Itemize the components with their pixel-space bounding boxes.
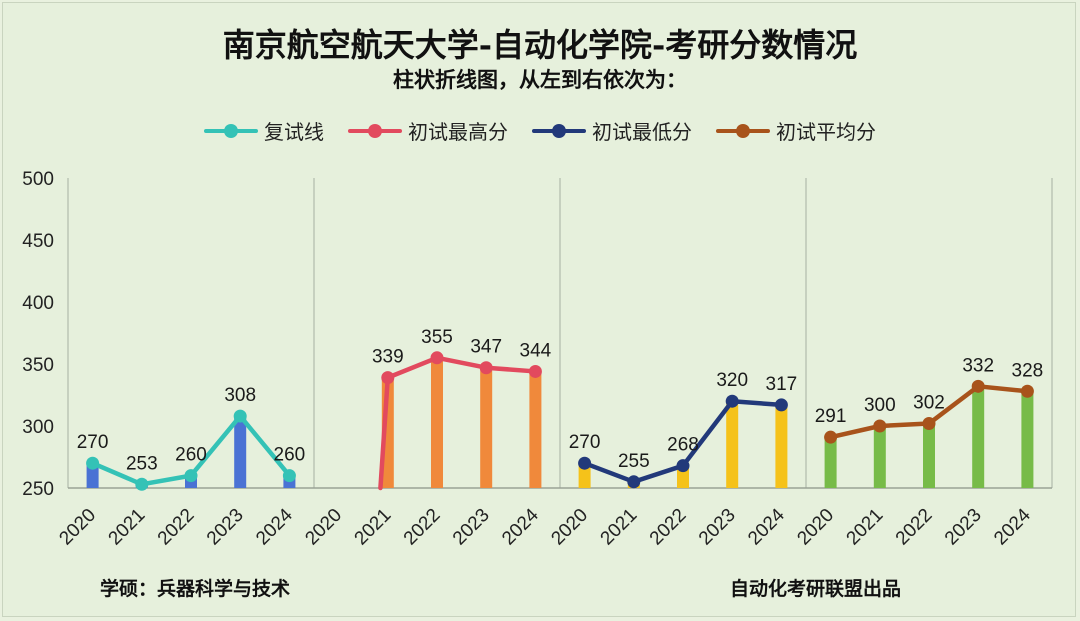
- data-label: 332: [962, 355, 994, 376]
- bar: [873, 426, 886, 488]
- x-tick-label: 2023: [449, 505, 494, 550]
- x-tick-label: 2021: [843, 505, 888, 550]
- legend-swatch-max-score: [348, 123, 402, 138]
- data-label: 308: [224, 385, 256, 406]
- data-point: [528, 364, 542, 378]
- x-tick-label: 2022: [892, 505, 937, 550]
- data-point: [578, 456, 592, 470]
- data-point: [676, 459, 690, 473]
- data-point: [774, 398, 788, 412]
- data-label: 268: [667, 435, 699, 456]
- x-tick-label: 2024: [990, 504, 1035, 549]
- x-tick-label: 2024: [252, 504, 297, 549]
- x-tick-label: 2022: [400, 505, 445, 550]
- data-point: [627, 475, 641, 489]
- legend-label-min-score: 初试最低分: [592, 120, 692, 144]
- data-point: [430, 351, 444, 365]
- x-tick-label: 2023: [695, 505, 740, 550]
- data-label: 344: [520, 340, 552, 361]
- bar: [234, 416, 247, 488]
- x-tick-label: 2020: [547, 505, 592, 550]
- x-tick-label: 2020: [793, 505, 838, 550]
- data-label: 270: [569, 432, 601, 453]
- x-tick-label: 2024: [498, 504, 543, 549]
- data-label: 339: [372, 347, 404, 368]
- data-point: [1020, 384, 1034, 398]
- data-point: [86, 456, 100, 470]
- y-tick-label: 500: [22, 169, 54, 190]
- data-point: [824, 430, 838, 444]
- series-line: [378, 355, 538, 491]
- data-label: 300: [864, 395, 896, 416]
- legend-label-avg-score: 初试平均分: [776, 120, 876, 144]
- y-tick-label: 300: [22, 417, 54, 438]
- bar: [923, 423, 935, 488]
- data-point: [135, 477, 149, 491]
- bar: [726, 401, 739, 488]
- x-tick-label: 2023: [941, 505, 986, 550]
- legend-swatch-avg-score: [716, 123, 770, 138]
- legend-item-avg-score: 初试平均分: [716, 116, 876, 145]
- data-point: [725, 394, 739, 408]
- x-tick-label: 2022: [646, 505, 691, 550]
- legend-item-min-score: 初试最低分: [532, 116, 692, 145]
- data-label: 255: [618, 451, 650, 472]
- data-label: 317: [766, 374, 798, 395]
- y-tick-label: 450: [22, 231, 54, 252]
- legend-item-retest-line: 复试线: [204, 116, 324, 145]
- data-label: 260: [175, 445, 207, 466]
- data-point: [873, 419, 887, 433]
- y-tick-label: 250: [22, 479, 54, 500]
- y-tick-label: 400: [22, 293, 54, 314]
- x-tick-label: 2022: [154, 505, 199, 550]
- bar: [529, 371, 542, 488]
- bar: [578, 463, 591, 488]
- data-label: 328: [1012, 360, 1044, 381]
- data-label: 355: [421, 327, 453, 348]
- data-point: [184, 469, 198, 483]
- x-tick-label: 2021: [597, 505, 642, 550]
- footer-credit: 自动化考研联盟出品: [730, 578, 902, 600]
- bar: [480, 367, 493, 488]
- x-tick-label: 2024: [744, 504, 789, 549]
- data-point: [381, 371, 395, 385]
- chart-title: 南京航空航天大学-自动化学院-考研分数情况: [222, 26, 858, 64]
- x-tick-label: 2021: [351, 505, 396, 550]
- data-label: 320: [716, 370, 748, 391]
- x-tick-label: 2020: [55, 505, 100, 550]
- data-point: [479, 361, 493, 375]
- data-label: 291: [815, 406, 847, 427]
- data-label: 270: [77, 432, 109, 453]
- bar: [972, 386, 985, 488]
- bar: [1021, 391, 1034, 488]
- data-label: 253: [126, 453, 158, 474]
- legend-swatch-retest-line: [204, 123, 258, 138]
- legend-label-retest-line: 复试线: [264, 120, 324, 144]
- bar: [775, 404, 788, 488]
- y-tick-label: 350: [22, 355, 54, 376]
- legend: 复试线 初试最高分 初试最低分 初试平均分: [0, 116, 1080, 145]
- data-point: [233, 409, 247, 423]
- data-point: [971, 379, 985, 393]
- bar: [86, 463, 99, 488]
- bar: [431, 357, 443, 488]
- legend-label-max-score: 初试最高分: [408, 120, 508, 144]
- chart-subtitle: 柱状折线图，从左到右依次为：: [393, 67, 687, 92]
- data-label: 260: [274, 445, 306, 466]
- x-tick-label: 2021: [105, 505, 150, 550]
- bar: [824, 437, 837, 488]
- data-label: 302: [913, 393, 945, 414]
- x-tick-label: 2023: [203, 505, 248, 550]
- footer-major: 学硕：兵器科学与技术: [100, 578, 291, 600]
- x-tick-label: 2020: [301, 505, 346, 550]
- data-label: 347: [470, 337, 502, 358]
- data-point: [922, 417, 936, 431]
- legend-swatch-min-score: [532, 123, 586, 138]
- data-point: [282, 469, 296, 483]
- legend-item-max-score: 初试最高分: [348, 116, 508, 145]
